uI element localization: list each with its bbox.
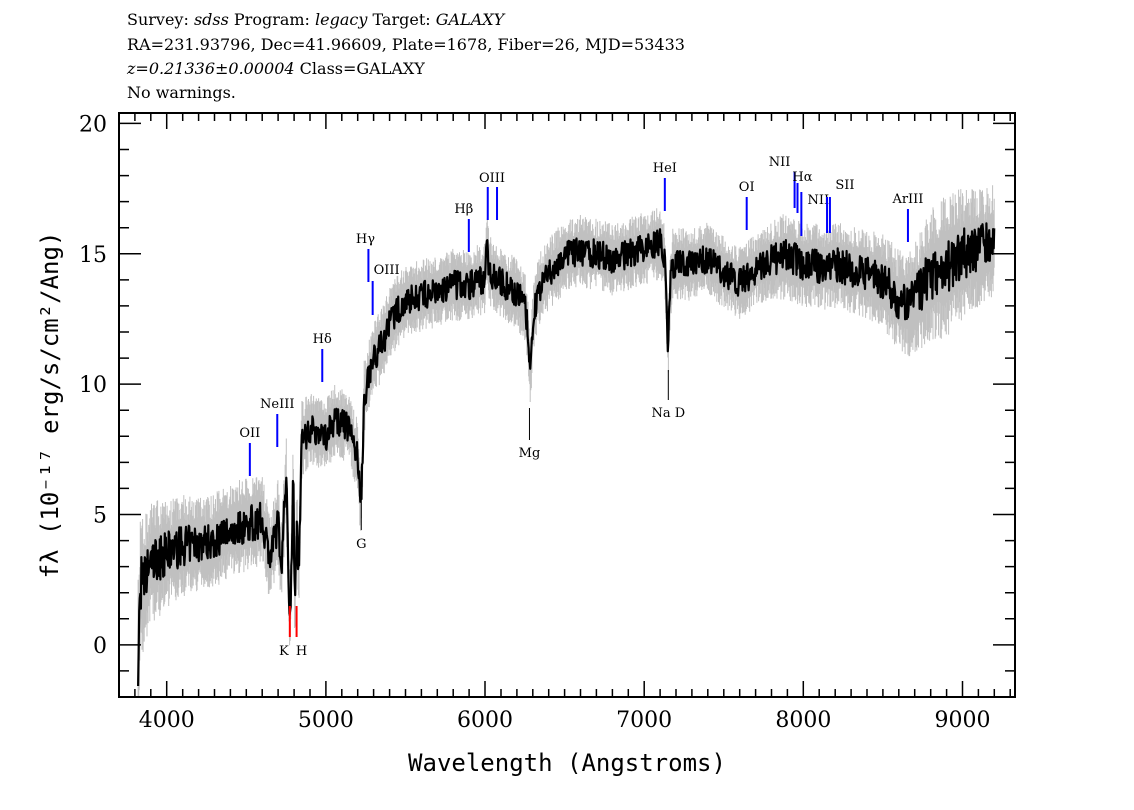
y-tick-label: 20 <box>79 112 107 137</box>
axis-ticks <box>118 113 1015 698</box>
x-tick-label: 7000 <box>616 708 672 733</box>
emission-line-label: Hβ <box>454 202 473 217</box>
line-markers: OIINeIIIHδHγOIIIHβOIIIHeIOINIIHαNIISIIAr… <box>239 155 923 659</box>
emission-line-label: Hγ <box>356 232 375 247</box>
emission-line-label: OIII <box>479 171 505 186</box>
emission-line-label: SII <box>835 178 854 193</box>
x-axis-label: Wavelength (Angstroms) <box>408 749 726 777</box>
y-tick-label: 10 <box>79 373 107 398</box>
absorption-line-label: H <box>296 644 307 659</box>
x-tick-label: 4000 <box>139 708 195 733</box>
emission-line-label: Hδ <box>313 332 332 347</box>
header-line-1: Survey: sdss Program: legacy Target: GAL… <box>127 10 506 29</box>
plot-frame <box>118 112 1016 698</box>
header-line-3: z=0.21336±0.00004 Class=GALAXY <box>126 59 425 78</box>
x-tick-label: 6000 <box>457 708 513 733</box>
emission-line-label: OIII <box>374 263 400 278</box>
x-tick-label: 9000 <box>934 708 990 733</box>
flux-series <box>137 222 996 687</box>
x-tick-label: 8000 <box>775 708 831 733</box>
emission-line-label: NII <box>808 193 830 208</box>
flux-line <box>137 222 996 687</box>
absorption-line-label: Na D <box>651 406 685 421</box>
emission-line-label: ArIII <box>891 192 923 207</box>
emission-line-label: NeIII <box>260 397 294 412</box>
absorption-line-label: G <box>356 537 366 552</box>
x-tick-label: 5000 <box>298 708 354 733</box>
header-line-2: RA=231.93796, Dec=41.96609, Plate=1678, … <box>127 35 685 54</box>
absorption-line-label: K <box>279 644 289 659</box>
y-tick-label: 15 <box>79 243 107 268</box>
emission-line-label: HeI <box>653 161 677 176</box>
y-axis-label: fλ (10⁻¹⁷ erg/s/cm²/Ang) <box>36 232 64 579</box>
emission-line-label: OI <box>739 180 755 195</box>
emission-line-label: OII <box>239 426 260 441</box>
y-tick-label: 0 <box>93 634 107 659</box>
header-line-4: No warnings. <box>127 83 236 102</box>
y-tick-label: 5 <box>93 504 107 529</box>
emission-line-label: Hα <box>792 170 812 185</box>
emission-line-label: NII <box>769 155 791 170</box>
absorption-line-label: Mg <box>519 446 541 461</box>
